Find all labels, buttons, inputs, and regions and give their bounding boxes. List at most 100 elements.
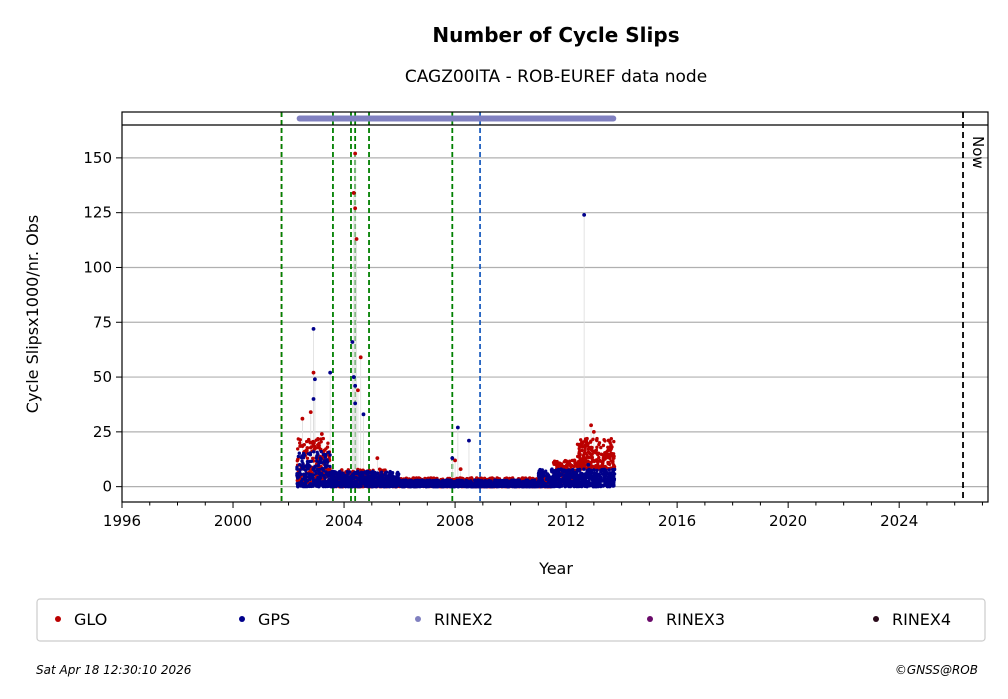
gps-point bbox=[301, 467, 305, 471]
glo-outlier bbox=[354, 237, 359, 241]
glo-point bbox=[298, 444, 302, 448]
gps-point bbox=[608, 484, 612, 489]
glo-point bbox=[583, 448, 587, 453]
gps-point bbox=[321, 452, 326, 457]
gps-point bbox=[488, 480, 492, 484]
legend-label-rinex4: RINEX4 bbox=[892, 610, 951, 629]
x-tick-label: 2024 bbox=[880, 512, 918, 530]
gps-point bbox=[559, 473, 564, 477]
gps-point bbox=[436, 484, 440, 489]
gps-point bbox=[312, 450, 316, 454]
glo-point bbox=[312, 441, 316, 445]
gps-point bbox=[593, 478, 597, 482]
glo-point bbox=[326, 441, 330, 445]
x-tick-label: 2000 bbox=[214, 512, 252, 530]
gps-point bbox=[590, 477, 595, 482]
legend-box bbox=[36, 598, 986, 642]
y-axis-ticks: 0 25 50 75 100 125 150 bbox=[83, 149, 122, 496]
gps-point bbox=[595, 484, 599, 488]
x-tick-label: 2012 bbox=[547, 512, 585, 530]
gps-point bbox=[503, 478, 507, 483]
glo-point bbox=[610, 451, 614, 456]
gps-outlier bbox=[313, 377, 317, 382]
gps-point bbox=[388, 471, 392, 475]
gps-point bbox=[352, 476, 357, 480]
gps-point bbox=[300, 459, 304, 463]
gps-point bbox=[323, 476, 327, 480]
gps-point bbox=[370, 472, 375, 476]
gps-point bbox=[587, 484, 592, 488]
x-axis-label: Year bbox=[538, 559, 573, 578]
gps-point bbox=[331, 475, 335, 480]
gps-point bbox=[544, 469, 548, 473]
gps-point bbox=[337, 477, 341, 481]
glo-point bbox=[595, 445, 599, 449]
gps-point bbox=[316, 463, 321, 468]
gps-point bbox=[592, 472, 596, 476]
gps-point bbox=[573, 477, 577, 481]
gps-point bbox=[497, 483, 502, 488]
gps-outlier bbox=[353, 383, 358, 388]
gps-point bbox=[551, 477, 555, 481]
gps-point bbox=[451, 480, 455, 484]
gps-point bbox=[442, 484, 446, 488]
gps-point bbox=[296, 485, 300, 489]
gps-point bbox=[310, 476, 315, 480]
gps-point bbox=[538, 467, 542, 472]
glo-point bbox=[581, 461, 586, 466]
gps-point bbox=[377, 479, 381, 483]
gps-point bbox=[550, 484, 554, 488]
gps-point bbox=[300, 464, 304, 469]
gps-point bbox=[378, 484, 382, 489]
gps-point bbox=[550, 467, 554, 471]
glo-point bbox=[311, 456, 315, 460]
glo-point bbox=[606, 445, 610, 449]
glo-outlier bbox=[353, 151, 358, 156]
gps-point bbox=[557, 470, 561, 475]
glo-point bbox=[308, 446, 313, 450]
gps-point bbox=[548, 475, 552, 479]
gps-point bbox=[305, 484, 309, 489]
y-tick-label: 75 bbox=[93, 313, 112, 331]
gps-point bbox=[574, 480, 578, 485]
gps-point bbox=[391, 484, 395, 489]
gps-point bbox=[322, 460, 327, 465]
gps-point bbox=[302, 472, 306, 476]
gps-point bbox=[312, 473, 316, 477]
gps-point bbox=[314, 479, 319, 484]
glo-point bbox=[298, 438, 302, 442]
glo-outlier bbox=[311, 370, 316, 375]
gps-point bbox=[556, 467, 561, 472]
glo-point bbox=[597, 465, 601, 469]
gps-point bbox=[594, 472, 598, 476]
gps-point bbox=[492, 484, 496, 488]
gps-point bbox=[393, 480, 397, 484]
gps-point bbox=[553, 480, 558, 484]
gps-point bbox=[333, 470, 337, 474]
gps-point bbox=[470, 484, 474, 489]
gps-point bbox=[401, 481, 406, 485]
gps-point bbox=[563, 476, 568, 481]
glo-point bbox=[599, 445, 603, 450]
glo-point bbox=[609, 447, 613, 451]
legend-marker-rinex4 bbox=[873, 616, 879, 622]
gps-point bbox=[444, 478, 448, 483]
glo-point bbox=[603, 439, 607, 443]
glo-outlier bbox=[353, 206, 358, 211]
legend-label-glo: GLO bbox=[74, 610, 107, 629]
gps-point bbox=[611, 467, 615, 472]
y-axis-label: Cycle Slipsx1000/nr. Obs bbox=[23, 215, 42, 413]
gps-point bbox=[299, 456, 304, 460]
gps-outlier bbox=[582, 212, 587, 217]
legend-marker-gps bbox=[239, 616, 245, 622]
gps-point bbox=[322, 482, 326, 486]
gps-outlier bbox=[311, 326, 316, 331]
gps-point bbox=[361, 471, 365, 476]
gps-point bbox=[385, 484, 389, 489]
gps-point bbox=[538, 474, 542, 479]
gps-point bbox=[359, 476, 364, 480]
gps-point bbox=[328, 453, 332, 457]
gps-point bbox=[317, 467, 322, 472]
gps-point bbox=[308, 459, 312, 464]
gps-point bbox=[304, 464, 308, 468]
